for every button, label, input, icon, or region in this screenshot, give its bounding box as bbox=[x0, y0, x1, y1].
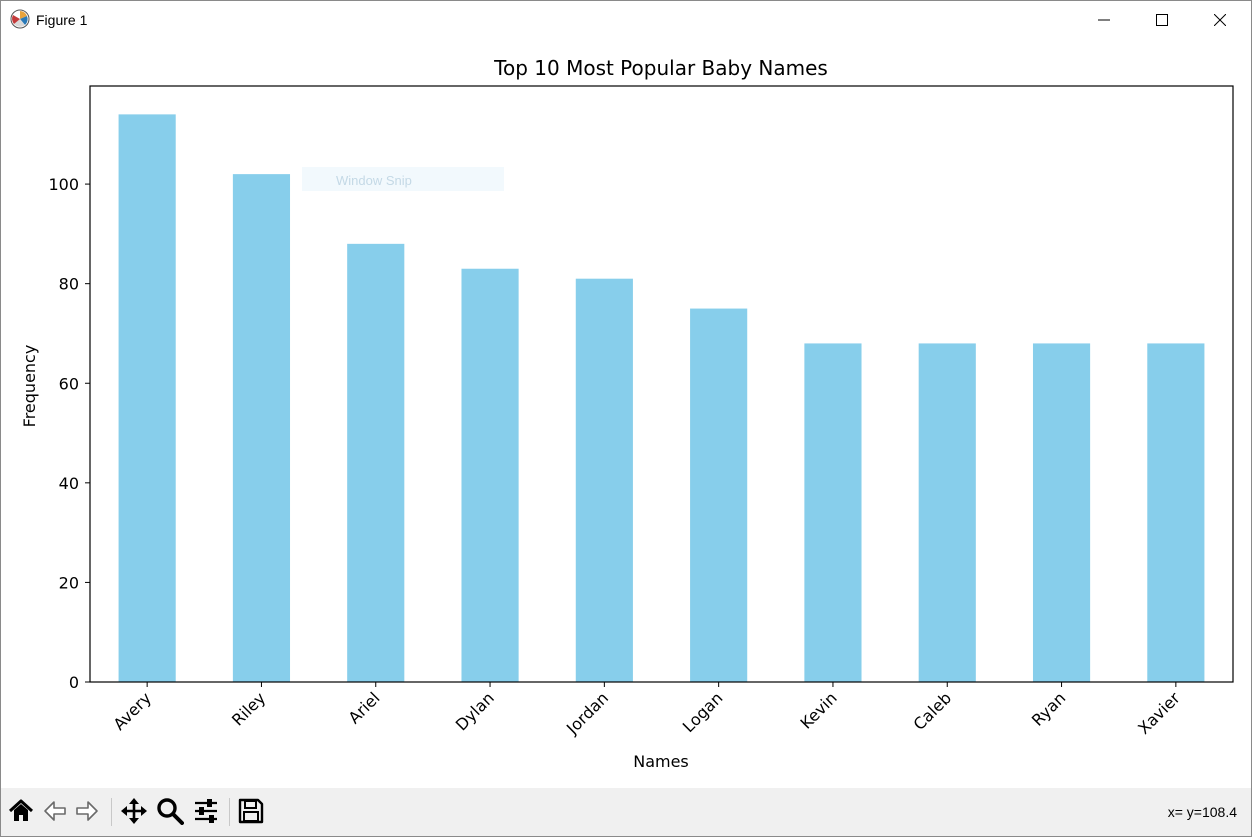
chart-title: Top 10 Most Popular Baby Names bbox=[493, 56, 828, 80]
x-tick-label: Xavier bbox=[1134, 688, 1184, 738]
toolbar-separator bbox=[111, 798, 112, 826]
y-tick-label: 80 bbox=[59, 275, 79, 294]
configure-subplots-button[interactable] bbox=[190, 795, 222, 827]
x-tick-label: Riley bbox=[228, 688, 269, 729]
back-icon bbox=[44, 801, 66, 821]
back-button[interactable] bbox=[39, 795, 71, 827]
minimize-button[interactable] bbox=[1081, 1, 1127, 39]
bar-chart: Top 10 Most Popular Baby Names 0 20 40 60 80… bbox=[20, 56, 1234, 771]
title-bar[interactable]: Figure 1 bbox=[1, 1, 1251, 39]
bar-jordan bbox=[575, 278, 633, 682]
cursor-coordinates: x= y=108.4 bbox=[1167, 804, 1237, 820]
bar-caleb bbox=[918, 343, 976, 682]
x-tick-label: Caleb bbox=[910, 688, 956, 734]
x-tick-label: Dylan bbox=[452, 688, 498, 734]
toolbar-separator bbox=[229, 798, 230, 826]
bar-logan bbox=[690, 308, 748, 682]
x-tick-label: Ariel bbox=[344, 688, 383, 727]
y-tick-label: 0 bbox=[69, 673, 79, 692]
window-snip-label: Window Snip bbox=[336, 173, 412, 188]
forward-icon bbox=[76, 801, 98, 821]
x-tick-label: Jordan bbox=[562, 688, 612, 738]
bar-ryan bbox=[1032, 343, 1091, 682]
x-tick-label: Logan bbox=[679, 688, 727, 736]
minimize-icon bbox=[1098, 19, 1110, 21]
save-icon bbox=[238, 798, 264, 824]
maximize-button[interactable] bbox=[1139, 1, 1185, 39]
pan-button[interactable] bbox=[118, 795, 150, 827]
y-axis-label: Frequency bbox=[20, 345, 39, 428]
figure-canvas[interactable]: Top 10 Most Popular Baby Names 0 20 40 60 80… bbox=[1, 39, 1251, 788]
home-button[interactable] bbox=[5, 795, 37, 827]
y-axis: 0 20 40 60 80 100 bbox=[48, 175, 90, 692]
save-button[interactable] bbox=[235, 795, 267, 827]
bar-kevin bbox=[804, 343, 862, 682]
y-tick-label: 20 bbox=[59, 573, 79, 592]
bar-avery bbox=[118, 114, 176, 682]
window-title: Figure 1 bbox=[36, 12, 88, 28]
zoom-button[interactable] bbox=[154, 795, 186, 827]
window-snip-overlay: Window Snip bbox=[302, 167, 504, 191]
x-tick-label: Kevin bbox=[797, 688, 841, 732]
configure-subplots-icon bbox=[195, 799, 217, 823]
home-icon bbox=[8, 799, 34, 821]
pan-icon bbox=[121, 798, 147, 824]
matplotlib-app-icon bbox=[10, 9, 30, 29]
maximize-icon bbox=[1156, 14, 1168, 26]
y-tick-label: 100 bbox=[48, 175, 79, 194]
x-axis: Avery Riley Ariel Dylan Jordan Logan Kevin Cale… bbox=[109, 682, 1184, 739]
zoom-icon bbox=[157, 798, 184, 825]
x-tick-label: Ryan bbox=[1028, 688, 1069, 729]
forward-button[interactable] bbox=[71, 795, 103, 827]
x-tick-label: Avery bbox=[109, 688, 155, 734]
bar-riley bbox=[232, 174, 291, 683]
bar-ariel bbox=[347, 243, 405, 682]
y-tick-label: 40 bbox=[59, 474, 79, 493]
bar-xavier bbox=[1147, 343, 1205, 682]
close-button[interactable] bbox=[1197, 1, 1243, 39]
window-snip-box bbox=[302, 167, 504, 191]
plot-frame bbox=[89, 85, 1234, 683]
bars-layer bbox=[118, 114, 1205, 683]
y-tick-label: 60 bbox=[59, 374, 79, 393]
x-axis-label: Names bbox=[633, 752, 689, 771]
navigation-toolbar: x= y=108.4 bbox=[1, 788, 1251, 836]
close-icon bbox=[1214, 14, 1226, 26]
bar-dylan bbox=[461, 268, 519, 682]
